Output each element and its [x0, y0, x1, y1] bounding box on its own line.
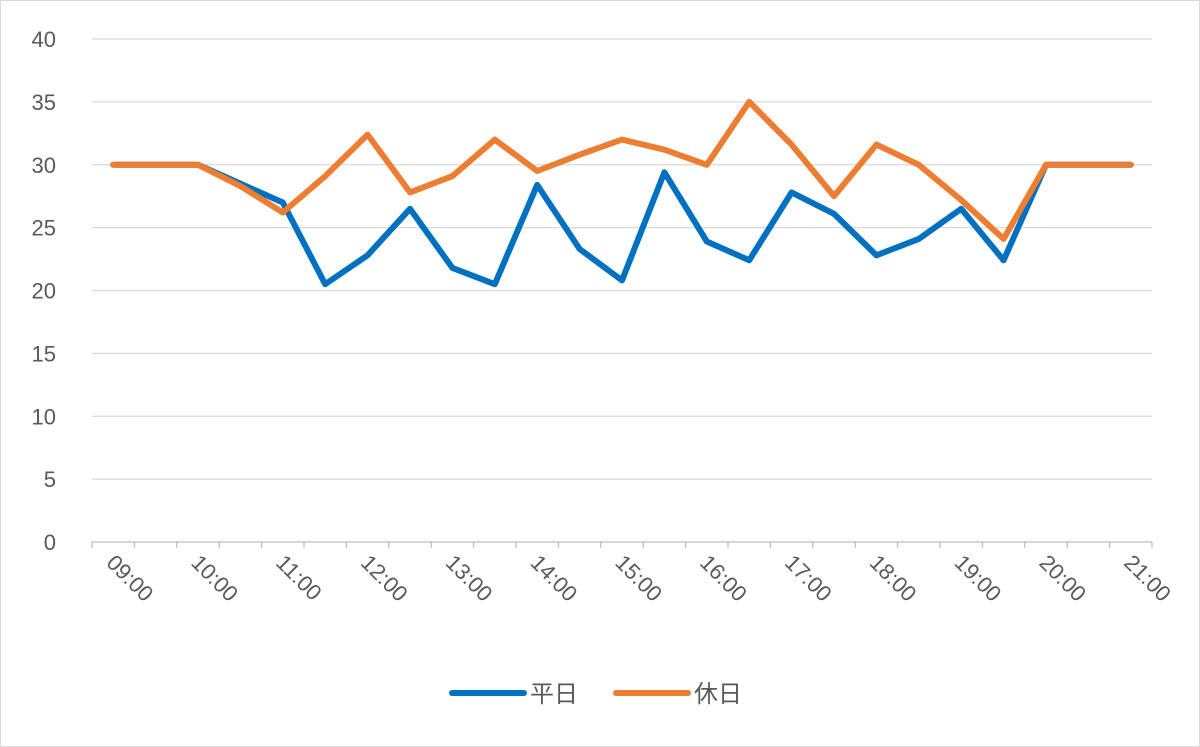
y-tick-label: 0 [44, 530, 56, 555]
y-tick-label: 20 [32, 279, 56, 304]
legend-label-1: 平日 [530, 680, 578, 708]
x-tick-label: 20:00 [1034, 550, 1091, 607]
x-tick-label: 14:00 [526, 550, 583, 607]
y-tick-label: 30 [32, 153, 56, 178]
y-tick-label: 40 [32, 27, 56, 52]
x-tick-label: 18:00 [865, 550, 922, 607]
x-tick-label: 15:00 [610, 550, 667, 607]
series-line-1 [110, 161, 1134, 288]
x-axis [91, 541, 1153, 548]
y-tick-label: 25 [32, 216, 56, 241]
x-tick-label: 16:00 [695, 550, 752, 607]
legend-label-2: 休日 [694, 680, 742, 708]
y-tick-label: 5 [44, 467, 56, 492]
legend: 平日 休日 [449, 680, 742, 708]
y-tick-label: 10 [32, 404, 56, 429]
x-tick-label: 13:00 [441, 550, 498, 607]
x-tick-label: 21:00 [1119, 550, 1176, 607]
gridlines [92, 38, 1152, 480]
y-tick-label: 35 [32, 90, 56, 115]
x-tick-label: 19:00 [950, 550, 1007, 607]
series-lines [110, 98, 1134, 288]
y-tick-label: 15 [32, 341, 56, 366]
x-axis-ticks: 09:00 10:00 11:00 12:00 13:00 14:00 15:00 16:00… [102, 550, 1176, 607]
x-tick-label: 10:00 [186, 550, 243, 607]
x-tick-label: 11:00 [271, 550, 326, 605]
series-line-2 [110, 98, 1134, 242]
x-tick-label: 17:00 [780, 550, 837, 607]
x-tick-label: 09:00 [102, 550, 159, 607]
y-axis-ticks: 0 5 10 15 20 25 30 35 40 [32, 27, 56, 555]
x-tick-label: 12:00 [356, 550, 413, 607]
